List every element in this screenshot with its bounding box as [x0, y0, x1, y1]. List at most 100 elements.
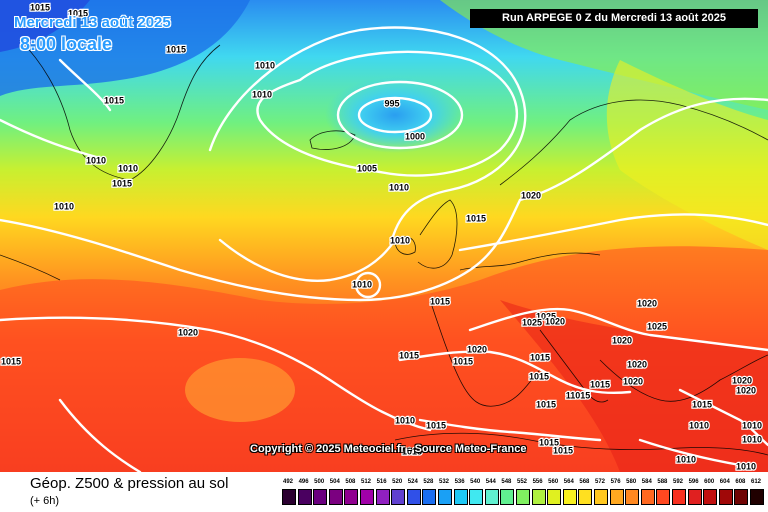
- legend-label: 588: [657, 479, 668, 485]
- legend-label: 584: [641, 479, 652, 485]
- legend-swatch: [562, 489, 577, 505]
- z500-band-yellow: [606, 60, 768, 250]
- legend-label: 568: [579, 479, 590, 485]
- isobar-label: 1015: [692, 399, 712, 409]
- legend-swatch: [531, 489, 546, 505]
- legend-label: 544: [485, 479, 496, 485]
- isobar-label: 1015: [530, 352, 550, 362]
- legend-swatch: [469, 489, 484, 505]
- legend-label: 596: [688, 479, 699, 485]
- isobar-label: 1010: [676, 454, 696, 464]
- isobar-label: 1010: [54, 201, 74, 211]
- isobar-label: 1010: [352, 279, 372, 289]
- legend-label: 516: [376, 479, 387, 485]
- isobar-label: 1005: [357, 163, 377, 173]
- isobar-label: 1020: [545, 316, 565, 326]
- legend-swatch: [578, 489, 593, 505]
- legend-label: 560: [548, 479, 559, 485]
- isobar-label: 1025: [536, 311, 556, 321]
- legend-label: 512: [360, 479, 371, 485]
- legend-swatch: [594, 489, 608, 505]
- legend-label: 496: [298, 479, 309, 485]
- legend-label: 576: [610, 479, 621, 485]
- legend-label: 548: [501, 479, 512, 485]
- legend-swatch: [750, 489, 764, 505]
- isobar-label: 1015: [453, 356, 473, 366]
- isobar-label: 1010: [742, 434, 762, 444]
- legend-swatch: [703, 489, 718, 505]
- legend-swatch: [625, 489, 640, 505]
- isobar-label: 1015: [1, 356, 21, 366]
- forecast-date: Mercredi 13 août 2025: [14, 14, 171, 31]
- isobar-label: 1015: [536, 399, 556, 409]
- isobar-label: 1015: [553, 445, 573, 455]
- coastlines: [0, 39, 768, 456]
- isobar-label: 995: [384, 98, 399, 108]
- isobar-label: 1015: [402, 446, 422, 456]
- isobar-label: 1000: [405, 131, 425, 141]
- map-graphic: 1015 1015 1015 1010 1010 1015 995 1000 1010 1010 1…: [0, 0, 768, 472]
- isobar-label: 1020: [627, 359, 647, 369]
- isobar-label: 1015: [426, 420, 446, 430]
- legend-label: 500: [314, 479, 325, 485]
- isobar-label: 1010: [118, 163, 138, 173]
- isobar-label: 1015: [30, 2, 50, 12]
- legend-swatch: [640, 489, 655, 505]
- legend-label: 536: [454, 479, 465, 485]
- legend-swatch: [313, 489, 328, 505]
- legend-label: 552: [516, 479, 527, 485]
- forecast-time: 8:00 locale: [20, 34, 113, 54]
- isobar-label: 1010: [86, 155, 106, 165]
- legend-swatch: [438, 489, 452, 505]
- isobar-label: 1010: [736, 461, 756, 471]
- legend-label: 520: [392, 479, 403, 485]
- legend-swatch: [360, 489, 374, 505]
- legend-swatch: [609, 489, 624, 505]
- legend-label: 556: [532, 479, 543, 485]
- isobar-label: 1015: [430, 296, 450, 306]
- footer: Géop. Z500 & pression au sol (+ 6h) 492 4…: [0, 472, 768, 512]
- z500-band-red: [0, 246, 768, 472]
- legend-swatch: [453, 489, 468, 505]
- legend-swatch: [500, 489, 515, 505]
- legend-label: 528: [423, 479, 434, 485]
- legend-swatch: [687, 489, 702, 505]
- isobar-label: 1015: [399, 350, 419, 360]
- isobar-label: 1010: [252, 89, 272, 99]
- legend-swatch: [391, 489, 406, 505]
- isobar-label: 1025: [647, 321, 667, 331]
- legend-label: 564: [563, 479, 574, 485]
- legend-label: 580: [626, 479, 637, 485]
- isobar-label: 1015: [68, 8, 88, 18]
- legend-label: 504: [329, 479, 340, 485]
- legend-swatch: [656, 489, 671, 505]
- isobar-labels: 1015 1015 1015 1010 1010 1015 995 1000 1010 1010 1…: [0, 1, 763, 472]
- legend-swatch: [282, 489, 296, 505]
- legend-swatch: [484, 489, 499, 505]
- isobar-label: 1020: [612, 335, 632, 345]
- isobar-label: 1015: [104, 95, 124, 105]
- z500-band-deep-red: [500, 300, 768, 472]
- isobar-label: 1025: [522, 317, 542, 327]
- legend-label: 592: [672, 479, 683, 485]
- isobar-label: 1010: [689, 420, 709, 430]
- isobar-label: 1015: [529, 371, 549, 381]
- z500-band-orange-patch: [185, 358, 295, 422]
- isobar-label: 1020: [521, 190, 541, 200]
- isobar-label: 1015: [590, 379, 610, 389]
- z500-band-lowest: [0, 0, 90, 52]
- legend-swatch: [516, 489, 530, 505]
- legend-swatch: [422, 489, 437, 505]
- legend-label: 612: [750, 479, 761, 485]
- legend-label: 524: [407, 479, 418, 485]
- isobar-label: 1020: [637, 298, 657, 308]
- isobar-label: 1020: [623, 376, 643, 386]
- legend-swatch: [672, 489, 686, 505]
- isobar-label: 1010: [390, 235, 410, 245]
- map-title: Géop. Z500 & pression au sol: [30, 475, 229, 492]
- legend-label: 532: [438, 479, 449, 485]
- legend-swatch: [718, 489, 733, 505]
- legend-label: 608: [735, 479, 746, 485]
- legend-swatch: [406, 489, 421, 505]
